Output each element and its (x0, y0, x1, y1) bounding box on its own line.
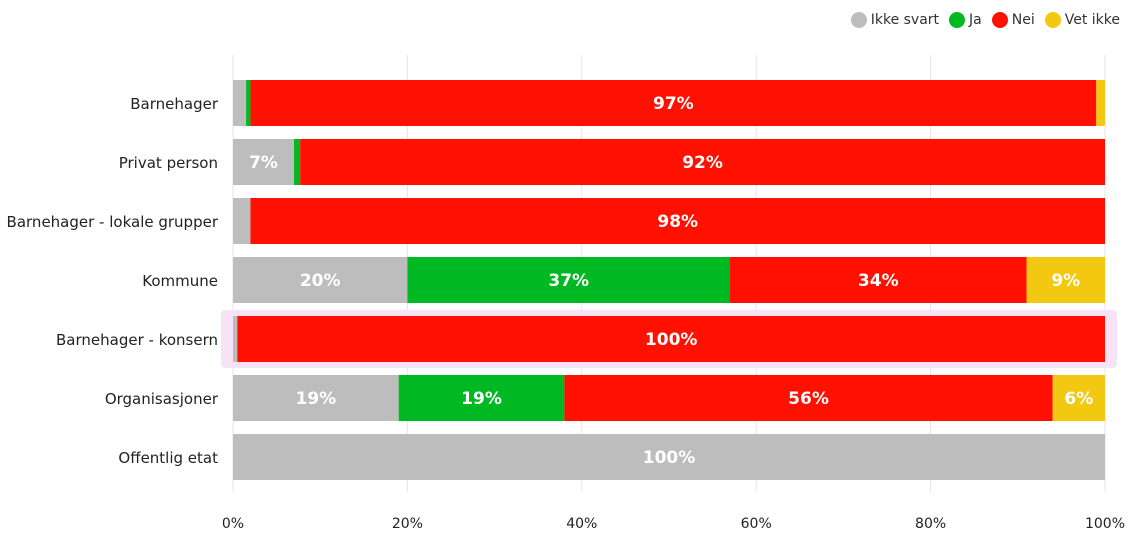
legend-dot-ikke-svart (850, 12, 867, 28)
bar-nei-barnehager[interactable] (250, 80, 1097, 126)
data-label-ikke-svart-privat-person: 7% (249, 153, 278, 173)
data-label-nei-barnehager-lokale-grupper: 98% (657, 212, 698, 232)
x-tick-label: 0% (222, 516, 244, 532)
category-label-kommune: Kommune (142, 272, 218, 290)
legend-dot-ja (949, 12, 966, 28)
bar-ikke-svart-barnehager-konsern[interactable] (233, 316, 238, 362)
bar-ja-privat-person[interactable] (294, 139, 301, 185)
x-tick-label: 20% (392, 516, 423, 532)
data-label-ikke-svart-organisasjoner: 19% (295, 389, 336, 409)
data-label-vet-ikke-kommune: 9% (1051, 271, 1080, 291)
data-label-ikke-svart-offentlig-etat: 100% (643, 448, 696, 468)
category-label-barnehager-konsern: Barnehager - konsern (56, 331, 218, 349)
category-label-offentlig-etat: Offentlig etat (118, 449, 218, 467)
data-label-nei-kommune: 34% (858, 271, 899, 291)
legend-label-ja: Ja (969, 12, 982, 28)
data-label-nei-barnehager-konsern: 100% (645, 330, 698, 350)
bar-ja-barnehager[interactable] (246, 80, 251, 126)
x-tick-label: 100% (1085, 516, 1125, 532)
bar-vet-ikke-barnehager[interactable] (1096, 80, 1105, 126)
category-label-barnehager: Barnehager (130, 95, 219, 113)
legend-label-ikke-svart: Ikke svart (870, 12, 940, 28)
bar-nei-kommune[interactable] (730, 257, 1027, 303)
bar-ikke-svart-organisasjoner[interactable] (233, 375, 399, 421)
bar-ikke-svart-kommune[interactable] (233, 257, 408, 303)
data-label-vet-ikke-organisasjoner: 6% (1064, 389, 1093, 409)
legend-dot-vet-ikke (1044, 12, 1061, 28)
bar-ikke-svart-offentlig-etat[interactable] (233, 434, 1105, 480)
bar-ja-organisasjoner[interactable] (398, 375, 565, 421)
legend-label-nei: Nei (1011, 12, 1035, 28)
category-label-organisasjoner: Organisasjoner (105, 390, 219, 408)
legend: Ikke svart Ja Nei Vet ikke (850, 12, 1120, 28)
bar-labels-layer: 97% 7% 92% 98% 20% 37% 34% 9% 100% 19% 19% 56% 6% 100… (249, 94, 1093, 468)
legend-item-nei[interactable]: Nei (991, 12, 1035, 28)
data-label-nei-organisasjoner: 56% (788, 389, 829, 409)
category-label-privat-person: Privat person (119, 154, 218, 172)
bar-ikke-svart-privat-person[interactable] (233, 139, 295, 185)
bar-ikke-svart-barnehager[interactable] (233, 80, 247, 126)
category-labels: Barnehager Privat person Barnehager - loka… (7, 95, 219, 467)
bar-nei-barnehager-lokale-grupper[interactable] (250, 198, 1105, 244)
bar-vet-ikke-kommune[interactable] (1026, 257, 1105, 303)
x-tick-label: 40% (566, 516, 597, 532)
category-label-barnehager-lokale-grupper: Barnehager - lokale grupper (7, 213, 219, 231)
bar-vet-ikke-organisasjoner[interactable] (1052, 375, 1105, 421)
bars-layer (233, 80, 1106, 480)
legend-item-ikke-svart[interactable]: Ikke svart (850, 12, 940, 28)
legend-dot-nei (991, 12, 1008, 28)
data-label-nei-barnehager: 97% (653, 94, 694, 114)
legend-label-vet-ikke: Vet ikke (1064, 12, 1120, 28)
x-axis-tick-labels: 0% 20% 40% 60% 80% 100% (222, 516, 1125, 532)
bar-ja-kommune[interactable] (407, 257, 731, 303)
bar-nei-barnehager-konsern[interactable] (237, 316, 1106, 362)
legend-item-vet-ikke[interactable]: Vet ikke (1044, 12, 1120, 28)
data-label-ja-kommune: 37% (548, 271, 589, 291)
bar-nei-organisasjoner[interactable] (564, 375, 1053, 421)
data-label-nei-privat-person: 92% (682, 153, 723, 173)
legend-item-ja[interactable]: Ja (949, 12, 982, 28)
x-tick-label: 80% (915, 516, 946, 532)
data-label-ikke-svart-kommune: 20% (300, 271, 341, 291)
data-label-ja-organisasjoner: 19% (461, 389, 502, 409)
bar-ikke-svart-barnehager-lokale-grupper[interactable] (233, 198, 251, 244)
x-tick-label: 60% (741, 516, 772, 532)
bar-nei-privat-person[interactable] (300, 139, 1105, 185)
